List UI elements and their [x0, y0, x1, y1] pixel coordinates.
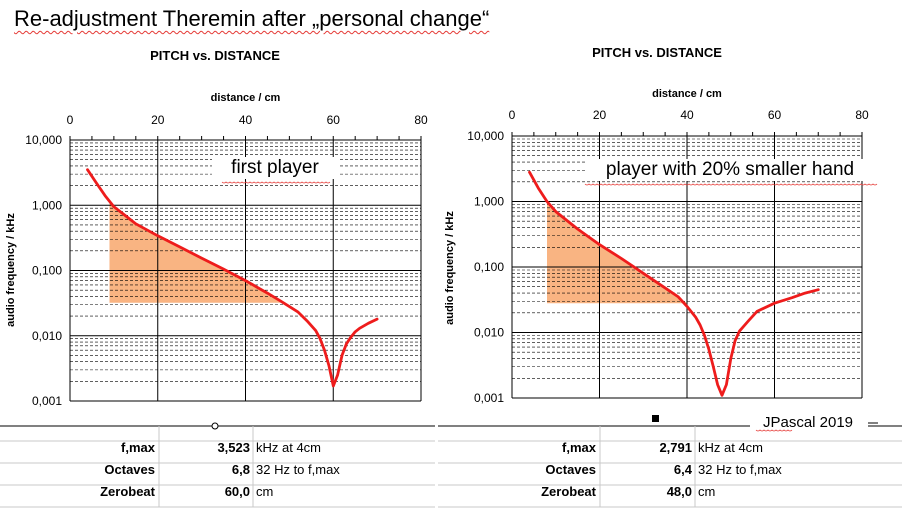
- x-tick-label: 60: [327, 113, 341, 127]
- small-circle-marker: [211, 422, 219, 430]
- spellcheck-underline: [584, 183, 878, 186]
- small-square-marker: [652, 415, 659, 422]
- stat-value: 6,4: [674, 462, 693, 477]
- y-tick-label: 0,100: [32, 264, 62, 278]
- y-tick-label: 10,000: [467, 129, 504, 143]
- stat-label: Zerobeat: [541, 484, 597, 499]
- stat-unit: 32 Hz to f,max: [256, 462, 340, 477]
- stat-value: 48,0: [667, 484, 692, 499]
- stat-value: 2,791: [659, 440, 692, 455]
- y-tick-label: 10,000: [25, 133, 62, 147]
- x-tick-label: 20: [593, 108, 607, 122]
- stat-unit: kHz at 4cm: [698, 440, 763, 455]
- credit: JPascal 2019: [750, 411, 878, 432]
- stats-table: f,max 3,523 kHz at 4cm Octaves 6,8 32 Hz to f…: [0, 425, 435, 508]
- credit-backing: [750, 411, 868, 431]
- annotation-backing: [587, 159, 873, 181]
- x-axis-label: distance / cm: [211, 92, 281, 104]
- stat-label: Octaves: [545, 462, 596, 477]
- stat-label: Zerobeat: [100, 484, 156, 499]
- y-tick-label: 0,010: [32, 329, 62, 343]
- y-tick-label: 1,000: [32, 198, 62, 212]
- spellcheck-underline: [755, 429, 793, 432]
- stat-label: f,max: [562, 440, 597, 455]
- x-axis-label: distance / cm: [652, 88, 722, 100]
- y-tick-label: 0,001: [474, 391, 504, 405]
- stat-unit: cm: [256, 484, 273, 499]
- stat-value: 60,0: [225, 484, 250, 499]
- y-tick-label: 0,100: [474, 260, 504, 274]
- shaded-region: [109, 202, 281, 303]
- grid: [69, 136, 422, 402]
- spellcheck-underline: [221, 181, 331, 184]
- x-tick-label: 40: [239, 113, 253, 127]
- chart-2: PITCH vs. DISTANCE distance / cm audio fre…: [438, 45, 902, 508]
- series-line: [528, 170, 820, 397]
- annotation-text: first player: [231, 157, 319, 178]
- stat-unit: cm: [698, 484, 715, 499]
- annotation: first player: [212, 157, 338, 184]
- y-tick-label: 1,000: [474, 195, 504, 209]
- y-tick-label: 0,001: [32, 394, 62, 408]
- x-tick-label: 80: [414, 113, 428, 127]
- chart-title: PITCH vs. DISTANCE: [150, 48, 280, 63]
- credit-text: JPascal 2019: [763, 414, 853, 431]
- x-tick-label: 20: [151, 113, 165, 127]
- chart-title: PITCH vs. DISTANCE: [592, 45, 722, 60]
- y-axis-label: audio frequency / kHz: [5, 213, 17, 327]
- page-title: Re-adjustment Theremin after „personal c…: [14, 6, 490, 31]
- x-tick-label: 40: [680, 108, 694, 122]
- stats-table: f,max 2,791 kHz at 4cm Octaves 6,4 32 Hz to f…: [438, 425, 902, 508]
- y-axis-label: audio frequency / kHz: [444, 211, 456, 325]
- annotation: player with 20% smaller hand: [584, 159, 878, 186]
- stat-label: f,max: [121, 440, 156, 455]
- annotation-backing: [212, 157, 338, 179]
- shaded-region: [547, 201, 687, 304]
- x-tick-label: 60: [768, 108, 782, 122]
- y-tick-label: 0,010: [474, 326, 504, 340]
- series-line: [86, 168, 379, 388]
- stat-value: 3,523: [217, 440, 250, 455]
- annotation-text: player with 20% smaller hand: [606, 159, 854, 180]
- x-tick-label: 0: [509, 108, 516, 122]
- stat-label: Octaves: [104, 462, 155, 477]
- stat-value: 6,8: [232, 462, 250, 477]
- stat-unit: 32 Hz to f,max: [698, 462, 782, 477]
- chart-1: PITCH vs. DISTANCE distance / cm audio fre…: [0, 48, 435, 508]
- x-tick-label: 80: [855, 108, 869, 122]
- x-tick-label: 0: [67, 113, 74, 127]
- stat-unit: kHz at 4cm: [256, 440, 321, 455]
